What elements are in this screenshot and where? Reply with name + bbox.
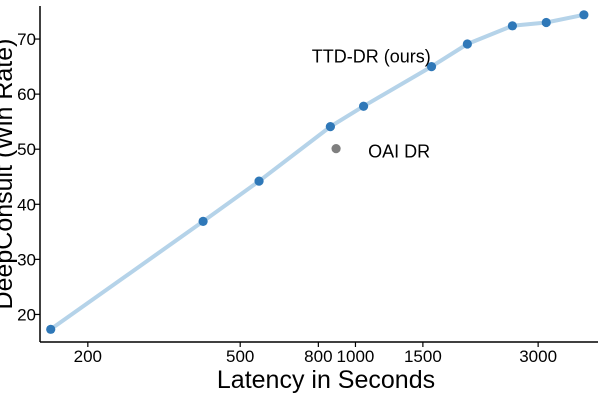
data-point	[541, 17, 551, 28]
y-tick-label: 20	[17, 305, 36, 324]
x-tick-label: 500	[226, 347, 254, 366]
data-point	[325, 122, 335, 132]
data-point	[426, 61, 437, 72]
y-axis-label: DeepConsult (Win Rate)	[0, 39, 18, 310]
data-point	[507, 21, 518, 31]
data-point	[462, 39, 472, 49]
x-axis-ticks: 200 500 800 1000 1500 3000	[74, 342, 557, 366]
x-tick-label: 1500	[404, 347, 442, 366]
data-point	[198, 216, 208, 226]
y-tick-label: 50	[17, 140, 36, 159]
data-point	[254, 176, 264, 186]
data-point	[358, 101, 369, 111]
annotations: TTD-DR (ours) OAI DR	[312, 47, 431, 162]
x-tick-label: 1000	[337, 347, 375, 366]
series-annotation-label: OAI DR	[368, 141, 430, 161]
data-point	[46, 324, 56, 334]
x-tick-label: 3000	[519, 347, 557, 366]
data-points	[46, 10, 589, 334]
y-tick-label: 70	[17, 30, 36, 49]
y-tick-label: 40	[17, 195, 36, 214]
x-axis-label: Latency in Seconds	[217, 366, 435, 394]
y-axis-ticks: 20 30 40 50 60 70	[17, 30, 40, 324]
y-tick-label: 60	[17, 85, 36, 104]
data-point	[331, 144, 341, 154]
data-point	[579, 10, 589, 20]
x-tick-label: 800	[304, 347, 332, 366]
x-tick-label: 200	[74, 347, 102, 366]
series-line	[48, 12, 586, 332]
series-annotation-label: TTD-DR (ours)	[312, 47, 431, 67]
y-tick-label: 30	[17, 250, 36, 269]
series-lines	[48, 12, 586, 332]
plot-area: 20 30 40 50 60 70 200 500 800 1000 1500 3000 TTD-D…	[17, 6, 598, 366]
